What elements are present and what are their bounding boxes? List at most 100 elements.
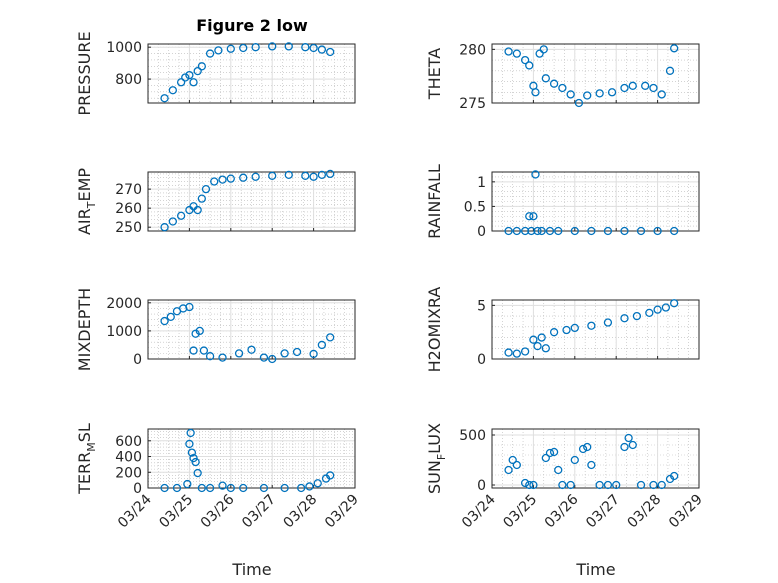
y-tick-label: 1000 [106,40,142,56]
data-point [657,480,666,490]
data-point [218,481,227,490]
axes-box [491,299,700,360]
data-point [313,479,322,488]
data-point [603,318,613,327]
y-tick-label: 275 [459,96,486,112]
data-point [533,226,542,236]
data-point [539,45,548,54]
y-axis-label: H2OMIXRA [425,287,444,373]
data-point [512,460,521,470]
data-point [670,226,679,236]
data-point [193,205,202,215]
data-point [301,43,310,52]
y-tick-label: 270 [115,182,142,198]
data-point [239,43,248,53]
data-point [657,90,666,99]
data-point [268,171,277,180]
y-tick-label: 0 [133,481,142,497]
y-axis-label: TERRMSL [75,423,98,495]
panel-rainfall: 0 0.5 1 RAINFALL [425,164,700,240]
data-point [326,471,335,480]
data-point [195,326,204,336]
y-axis-label: THETA [425,48,444,100]
data-point [160,223,169,232]
data-point [653,305,662,314]
data-point [185,70,194,80]
data-point [193,468,202,478]
data-point [603,480,613,490]
data-point [537,333,546,342]
data-point [247,345,256,354]
data-point [620,83,629,93]
data-point [665,66,675,75]
axes-box [147,43,356,104]
y-tick-label: 0 [477,478,486,494]
data-point [583,91,592,100]
data-point [533,341,542,351]
data-point [661,303,671,312]
data-point [549,447,559,457]
x-tick-label: 03/25 [156,492,196,532]
axes-box [147,171,356,232]
data-point [541,344,550,353]
data-point [226,483,235,493]
data-point [210,177,219,186]
x-tick-label: 03/29 [322,492,362,532]
y-tick-label: 1 [477,175,486,191]
x-tick-label: 03/24 [459,491,499,531]
x-tick-label: 03/27 [239,492,279,532]
data-point [570,323,579,333]
data-point [566,480,575,490]
data-point [504,348,513,357]
data-point [226,44,235,53]
data-point [558,480,567,490]
data-point [239,173,248,182]
data-point [512,226,521,236]
data-point [578,444,588,454]
data-point [649,83,658,93]
x-tick-label: 03/26 [198,491,238,531]
data-point [191,457,200,467]
data-point [251,43,260,52]
data-point [549,79,559,88]
data-point [587,460,596,470]
data-point [205,49,215,58]
data-point [554,226,563,236]
data-point [587,321,596,330]
data-point [186,428,195,438]
data-point [214,46,223,55]
y-tick-label: 400 [115,450,142,466]
data-point [636,480,646,490]
data-point [562,325,571,335]
plot-area [148,172,355,231]
panel-theta: 275 280 THETA [425,42,700,112]
data-point [574,98,584,108]
data-point [309,43,318,53]
data-point [160,316,169,326]
data-point [259,483,269,493]
data-point [197,62,206,71]
panel-sun-flux: 0 500 03/24 03/25 03/26 03/27 03/28 03/29 SUNFLU… [425,423,706,531]
data-point [570,226,579,236]
y-tick-label: 5 [477,298,486,314]
data-point [168,86,177,95]
data-point [189,453,198,463]
y-tick-label: 1000 [106,324,142,340]
data-point [292,347,302,357]
data-point [512,349,521,358]
data-point [176,78,186,87]
x-tick-label: 03/29 [666,492,706,532]
y-tick-label: 0 [477,352,486,368]
data-point [624,433,633,443]
data-point [545,226,555,236]
data-point [670,299,679,308]
data-point [280,349,289,358]
data-point [160,483,169,493]
data-point [504,47,513,56]
data-point [607,88,617,97]
data-point [628,440,637,450]
data-point [508,455,517,465]
data-point [234,349,244,358]
data-point [301,171,310,180]
